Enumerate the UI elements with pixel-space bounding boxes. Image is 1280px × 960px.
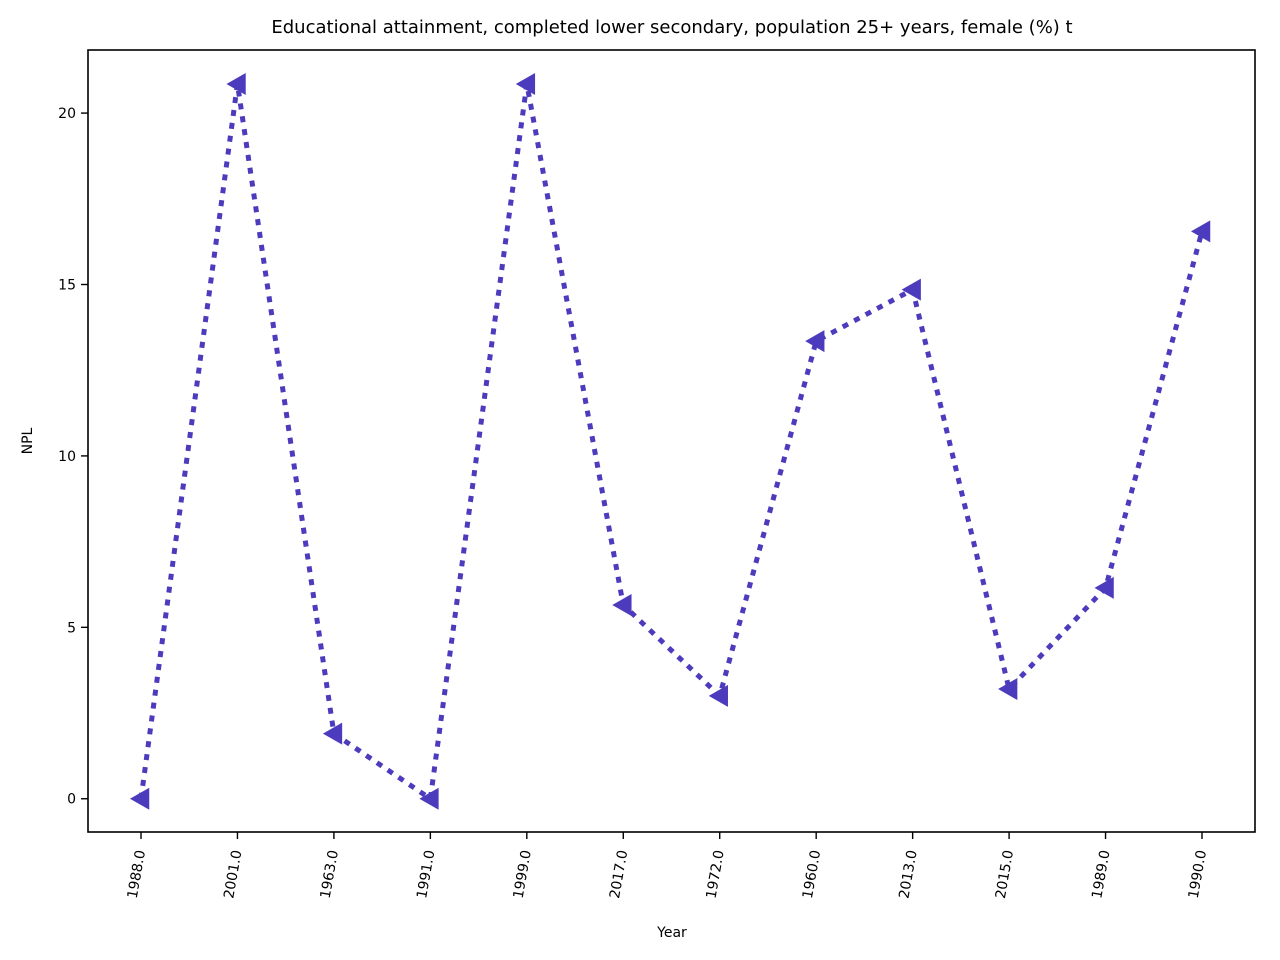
y-tick-label: 10 xyxy=(58,449,76,465)
y-axis: 0 5 10 15 20 xyxy=(58,106,88,808)
x-tick-label: 1960.0 xyxy=(800,849,824,900)
x-tick-label: 1972.0 xyxy=(704,849,728,900)
x-axis-label: Year xyxy=(656,925,687,941)
y-tick-label: 0 xyxy=(67,792,76,808)
chart-title: Educational attainment, completed lower … xyxy=(271,17,1072,38)
data-point-marker xyxy=(612,594,632,617)
plot-frame xyxy=(87,49,1256,833)
y-tick-label: 15 xyxy=(58,277,76,293)
series-line xyxy=(138,81,1205,802)
x-tick-label: 1989.0 xyxy=(1089,849,1113,900)
x-tick-label: 2017.0 xyxy=(607,849,631,900)
x-tick-label: 1999.0 xyxy=(511,849,535,900)
y-tick-label: 20 xyxy=(58,106,76,122)
data-point-marker xyxy=(901,278,921,301)
x-tick-label: 2013.0 xyxy=(896,849,920,900)
data-point-marker xyxy=(226,72,246,95)
plot-area xyxy=(130,72,1211,810)
data-point-marker xyxy=(1191,220,1211,243)
data-point-marker xyxy=(998,678,1018,701)
data-point-marker xyxy=(419,787,439,810)
data-point-marker xyxy=(515,72,536,95)
data-point-marker xyxy=(708,684,728,707)
x-tick-label: 1991.0 xyxy=(414,849,438,900)
x-axis: 1988.0 2001.0 1963.0 1991.0 1999.0 2017.0 1972… xyxy=(125,832,1210,900)
data-point-marker xyxy=(130,787,150,810)
y-axis-label: NPL xyxy=(20,427,36,454)
x-tick-label: 1963.0 xyxy=(318,849,342,900)
x-tick-label: 2001.0 xyxy=(221,849,245,900)
x-tick-label: 1988.0 xyxy=(125,849,149,900)
x-tick-label: 1990.0 xyxy=(1186,849,1210,900)
y-tick-label: 5 xyxy=(67,620,76,636)
x-tick-label: 2015.0 xyxy=(993,849,1017,900)
data-point-marker xyxy=(322,722,343,745)
data-point-marker xyxy=(1094,576,1114,599)
data-point-marker xyxy=(805,330,825,353)
